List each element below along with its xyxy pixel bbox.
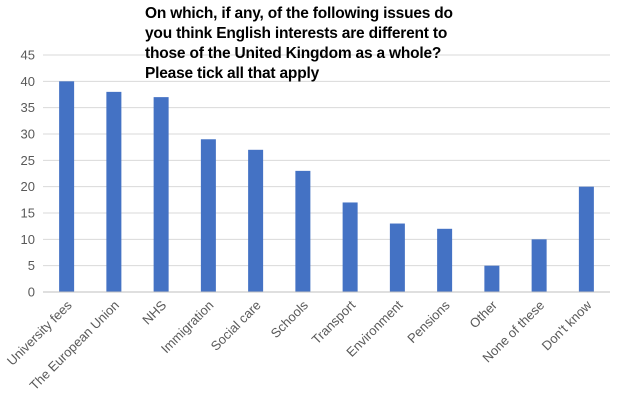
bar xyxy=(389,223,405,292)
gridlines xyxy=(43,54,610,267)
y-tick-label: 30 xyxy=(21,127,35,142)
bar xyxy=(531,239,547,292)
chart-title: On which, if any, of the following issue… xyxy=(145,5,453,82)
bar xyxy=(578,186,594,292)
y-tick-label: 45 xyxy=(21,48,35,63)
bar xyxy=(484,265,500,292)
bar xyxy=(106,91,122,292)
y-tick-label: 10 xyxy=(21,232,35,247)
y-tick-label: 25 xyxy=(21,153,35,168)
bar xyxy=(248,149,264,292)
bar xyxy=(59,81,75,292)
bar xyxy=(200,139,216,292)
y-tick-label: 5 xyxy=(28,258,35,273)
y-tick-labels: 0 5 10 15 20 25 30 35 40 45 xyxy=(21,48,35,300)
bars xyxy=(59,81,594,292)
x-tick-label: Schools xyxy=(268,297,312,341)
bar xyxy=(295,170,311,292)
bar xyxy=(153,97,169,292)
x-tick-label: Social care xyxy=(208,298,264,354)
y-tick-label: 40 xyxy=(21,74,35,89)
x-tick-label: NHS xyxy=(139,297,169,327)
y-tick-label: 15 xyxy=(21,206,35,221)
x-tick-label: Other xyxy=(466,297,500,331)
x-tick-label: Don't know xyxy=(539,297,595,353)
bar xyxy=(342,202,358,292)
x-tick-label: Pensions xyxy=(404,297,453,346)
y-tick-label: 35 xyxy=(21,100,35,115)
bar xyxy=(437,228,453,292)
y-tick-label: 20 xyxy=(21,179,35,194)
y-tick-label: 0 xyxy=(28,285,35,300)
x-tick-label: Transport xyxy=(309,297,359,347)
x-tick-label: The European Union xyxy=(27,298,122,393)
